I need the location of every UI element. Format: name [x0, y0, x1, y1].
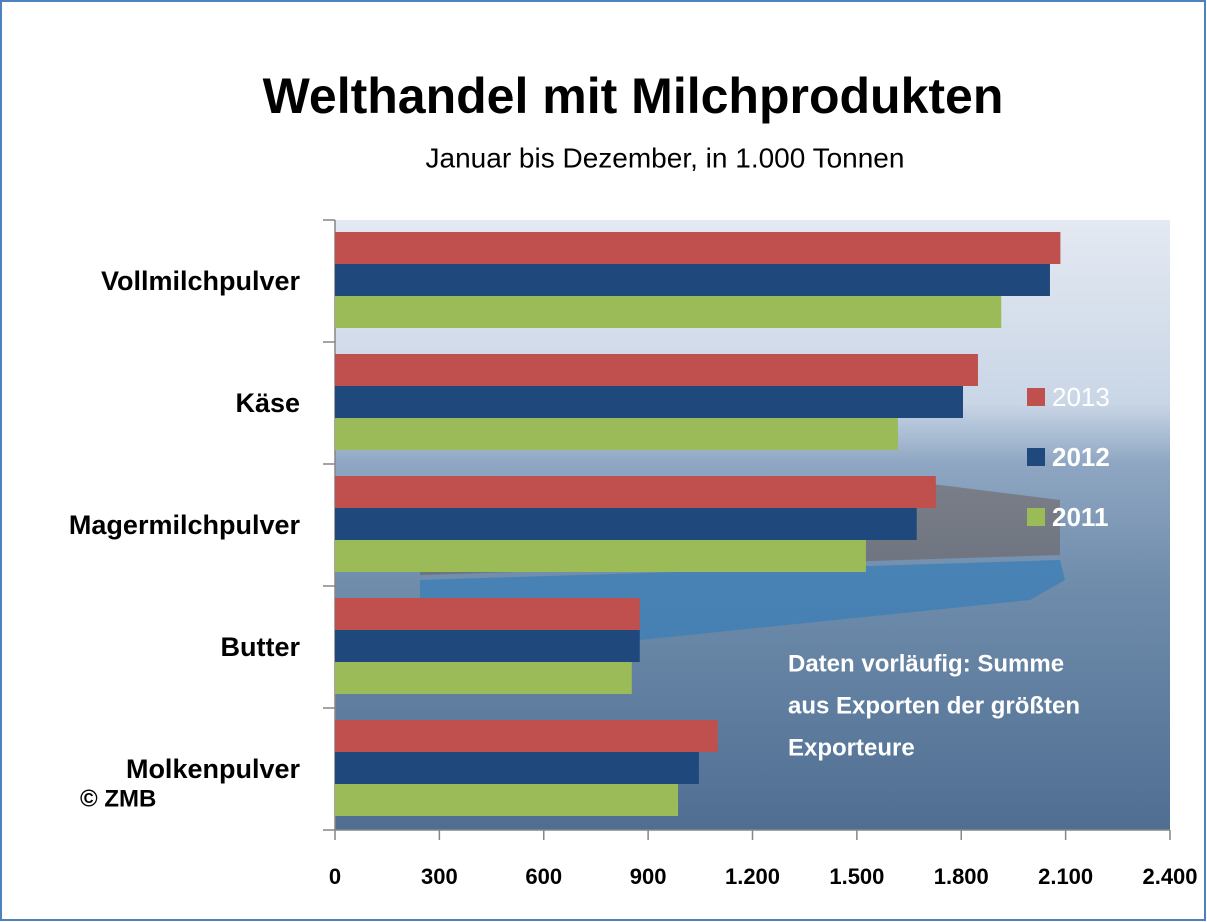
x-tick-label: 2.400: [1142, 864, 1197, 889]
chart-subtitle: Januar bis Dezember, in 1.000 Tonnen: [426, 142, 905, 173]
legend-swatch: [1027, 448, 1045, 466]
category-label: Magermilchpulver: [69, 510, 301, 540]
x-tick-label: 1.800: [934, 864, 989, 889]
x-tick-label: 300: [421, 864, 458, 889]
bar: [335, 662, 632, 694]
chart-title: Welthandel mit Milchprodukten: [263, 68, 1004, 124]
annotation: aus Exporten der größten: [788, 692, 1080, 719]
legend-swatch: [1027, 388, 1045, 406]
legend-label: 2013: [1052, 382, 1110, 412]
x-tick-label: 1.500: [829, 864, 884, 889]
bar: [335, 354, 978, 386]
bar: [335, 752, 699, 784]
x-tick-label: 1.200: [725, 864, 780, 889]
bar: [335, 598, 640, 630]
bar: [335, 418, 898, 450]
bar: [335, 508, 917, 540]
legend-swatch: [1027, 508, 1045, 526]
x-tick-label: 0: [329, 864, 341, 889]
legend-label: 2012: [1052, 442, 1110, 472]
bar: [335, 784, 679, 816]
x-tick-label: 2.100: [1038, 864, 1093, 889]
annotation: Daten vorläufig: Summe: [788, 650, 1064, 677]
bar: [335, 720, 718, 752]
bar: [335, 386, 963, 418]
legend-label: 2011: [1052, 502, 1108, 532]
bar: [335, 630, 640, 662]
bar: [335, 232, 1061, 264]
bar: [335, 264, 1050, 296]
category-label: Butter: [221, 632, 301, 662]
x-tick-label: 900: [630, 864, 667, 889]
annotation: Exporteure: [788, 734, 915, 761]
category-label: Käse: [235, 388, 300, 418]
category-label: Vollmilchpulver: [101, 266, 301, 296]
x-tick-label: 600: [525, 864, 562, 889]
source: © ZMB: [80, 785, 156, 812]
category-label: Molkenpulver: [126, 754, 301, 784]
bar: [335, 296, 1002, 328]
bar: [335, 476, 936, 508]
bar: [335, 540, 866, 572]
